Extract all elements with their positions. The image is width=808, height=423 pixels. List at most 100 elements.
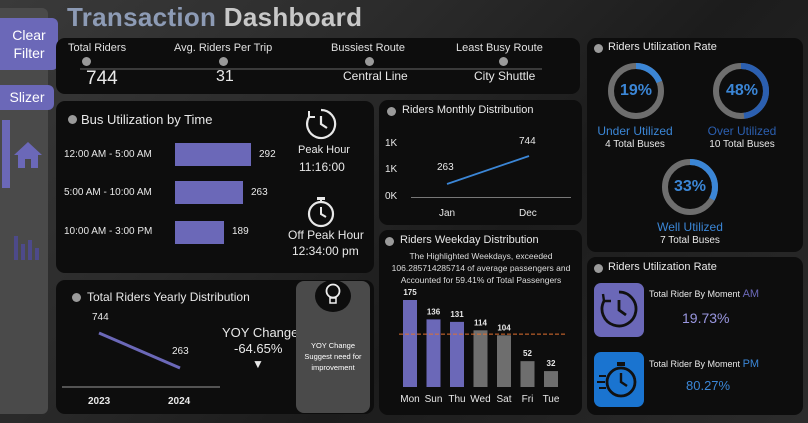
am-value: 19.73% <box>682 310 730 326</box>
ring-bus-count: 4 Total Buses <box>605 139 665 150</box>
kpi-panel: Total Riders 744 Avg. Riders Per Trip 31… <box>56 38 580 94</box>
ring-bus-count: 7 Total Buses <box>660 235 720 246</box>
yearly-distribution-panel: Total Riders Yearly Distribution 744 263… <box>56 280 374 414</box>
weekday-day-label: Wed <box>470 394 490 405</box>
kpi-value-avg-riders: 31 <box>216 68 234 85</box>
weekday-value-label: 131 <box>450 310 464 319</box>
am-label: Total Rider By Moment AM <box>649 288 760 300</box>
x-tick-label: Jan <box>439 208 456 219</box>
peak-hour-label: Peak Hour <box>298 144 350 156</box>
section-dot <box>387 107 396 116</box>
ring-fill <box>608 63 664 119</box>
weekday-day-label: Mon <box>400 394 419 405</box>
yearly-value-label: 744 <box>92 312 109 323</box>
section-dot <box>72 293 81 302</box>
ring-bus-count: 10 Total Buses <box>709 139 775 150</box>
ring-percent: 33% <box>673 178 707 195</box>
moment-panel: Riders Utilization Rate Total Rider By M… <box>587 257 803 415</box>
ring-fill <box>713 63 769 119</box>
sidebar <box>0 8 48 414</box>
time-slot-label: 10:00 AM - 3:00 PM <box>64 226 153 237</box>
weekday-bar <box>450 321 464 387</box>
moment-title: Riders Utilization Rate <box>608 261 717 273</box>
yearly-series-line <box>98 331 181 370</box>
pm-label: Total Rider By Moment PM <box>649 358 760 370</box>
kpi-dot <box>499 57 508 66</box>
bus-utilization-title: Bus Utilization by Time <box>81 112 213 127</box>
kpi-label-avg-riders: Avg. Riders Per Trip <box>174 42 273 54</box>
pm-value: 80.27% <box>686 378 731 393</box>
ring-percent: 48% <box>725 82 759 99</box>
ring-percent: 19% <box>619 82 653 99</box>
clock-icon <box>304 107 338 146</box>
x-tick-label: Dec <box>519 208 537 219</box>
kpi-label-least-busy-route: Least Busy Route <box>456 42 543 54</box>
section-dot <box>594 44 603 53</box>
yearly-value-label: 263 <box>172 346 189 357</box>
monthly-value-label: 744 <box>519 136 536 147</box>
weekday-distribution-title: Riders Weekday Distribution <box>400 234 539 246</box>
y-tick-label: 1K <box>385 138 398 149</box>
am-clock-icon <box>594 283 644 337</box>
weekday-bar <box>426 319 441 387</box>
time-slot-label: 12:00 AM - 5:00 AM <box>64 149 152 160</box>
x-tick-label: 2023 <box>88 396 111 407</box>
y-tick-label: 0K <box>385 191 398 202</box>
chart-icon[interactable] <box>12 232 44 267</box>
weekday-value-label: 104 <box>497 323 511 332</box>
ring-category-label: Well Utilized <box>657 220 723 234</box>
kpi-dot <box>82 57 91 66</box>
sidebar-tab-home[interactable] <box>2 120 10 188</box>
bus-utilization-panel: Bus Utilization by Time 12:00 AM - 5:00 … <box>56 101 374 273</box>
weekday-bar <box>497 335 511 387</box>
weekday-bar <box>473 330 488 387</box>
weekday-day-label: Sun <box>425 394 443 405</box>
weekday-day-label: Thu <box>448 394 465 405</box>
yoy-note-text: YOY Change Suggest need for improvement <box>304 341 362 372</box>
y-tick-label: 1K <box>385 164 398 175</box>
kpi-label-busiest-route: Bussiest Route <box>331 42 405 54</box>
weekday-bar <box>403 300 417 387</box>
weekday-value-label: 136 <box>427 307 441 316</box>
kpi-value-total-riders: 744 <box>86 68 118 89</box>
off-peak-hour-value: 12:34:00 pm <box>292 244 359 258</box>
time-slot-value: 263 <box>251 187 268 198</box>
monthly-chart <box>446 155 530 185</box>
yoy-note-card: YOY Change Suggest need for improvement <box>296 280 370 413</box>
slizer-button[interactable]: Slizer <box>0 85 54 110</box>
time-slot-value: 189 <box>232 226 249 237</box>
ring-category-label: Under Utilized <box>597 124 673 138</box>
section-dot <box>68 115 77 124</box>
yoy-change-label: YOY Change <box>222 325 299 340</box>
yearly-distribution-title: Total Riders Yearly Distribution <box>87 290 250 304</box>
weekday-value-label: 32 <box>547 359 556 368</box>
ring-fill <box>662 159 718 215</box>
kpi-divider <box>80 68 542 70</box>
stopwatch-icon <box>304 195 338 234</box>
kpi-value-busiest-route: Central Line <box>343 69 408 83</box>
off-peak-hour-label: Off Peak Hour <box>288 228 364 242</box>
section-dot <box>594 264 603 273</box>
weekday-day-label: Tue <box>543 394 560 405</box>
utilization-rate-title: Riders Utilization Rate <box>608 41 717 53</box>
time-slot-bar <box>175 181 243 204</box>
clear-filter-button[interactable]: Clear Filter <box>0 18 58 70</box>
monthly-distribution-title: Riders Monthly Distribution <box>402 104 534 116</box>
weekday-note: The Highlighted Weekdays, exceeded 106.2… <box>391 251 571 285</box>
home-icon[interactable] <box>12 140 44 175</box>
peak-hour-value: 11:16:00 <box>299 160 345 174</box>
x-tick-label: 2024 <box>168 396 191 407</box>
utilization-rings <box>608 63 769 215</box>
utilization-rate-panel: Riders Utilization Rate 19% 48% 33% Unde… <box>587 38 803 252</box>
weekday-bar <box>544 371 558 387</box>
page-title: Transaction Dashboard <box>67 2 363 32</box>
time-slot-bar <box>175 143 251 166</box>
monthly-value-label: 263 <box>437 162 454 173</box>
weekday-chart: 175 Mon 136 Sun 131 Thu 114 Wed 104 Sat 52 Fri 32 Tue <box>399 288 567 405</box>
down-arrow-icon: ▼ <box>252 357 264 371</box>
yearly-chart <box>62 331 220 388</box>
section-dot <box>385 237 394 246</box>
weekday-value-label: 175 <box>403 288 417 297</box>
ring-category-label: Over Utilized <box>707 124 777 138</box>
pm-stopwatch-icon <box>594 352 644 407</box>
